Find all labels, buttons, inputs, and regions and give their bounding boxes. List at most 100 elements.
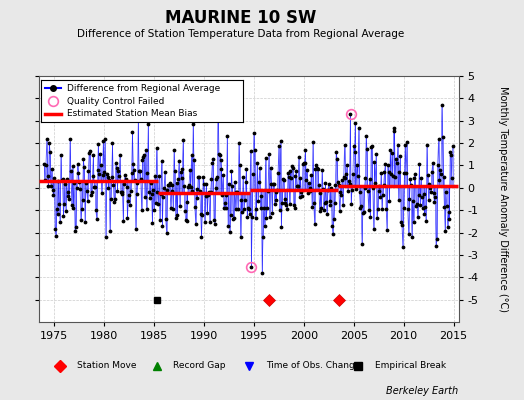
- Point: [433, 236, 441, 242]
- Point: [229, 216, 237, 222]
- Point: [127, 188, 135, 194]
- Point: [246, 148, 255, 154]
- Point: [68, 202, 76, 208]
- Point: [134, 116, 143, 123]
- Point: [121, 172, 129, 178]
- Point: [293, 183, 301, 189]
- Point: [170, 147, 178, 154]
- Point: [147, 191, 156, 198]
- Point: [150, 207, 158, 213]
- Point: [180, 183, 188, 189]
- Point: [166, 180, 174, 186]
- Text: MAURINE 10 SW: MAURINE 10 SW: [166, 9, 316, 27]
- Point: [176, 203, 184, 209]
- Point: [424, 197, 433, 204]
- Point: [135, 167, 143, 174]
- Point: [334, 179, 342, 185]
- Point: [305, 188, 314, 195]
- Point: [118, 190, 127, 197]
- Point: [314, 166, 322, 172]
- Point: [217, 166, 226, 172]
- Point: [182, 218, 191, 224]
- Point: [439, 174, 447, 180]
- Point: [213, 174, 222, 180]
- Point: [51, 225, 59, 232]
- Point: [380, 169, 389, 176]
- Point: [62, 176, 71, 182]
- Point: [367, 144, 375, 151]
- Point: [354, 172, 362, 179]
- Point: [277, 224, 286, 230]
- Point: [359, 208, 368, 215]
- Point: [325, 198, 334, 204]
- Point: [344, 187, 352, 194]
- Point: [200, 181, 208, 187]
- Point: [154, 201, 162, 208]
- Point: [219, 172, 227, 178]
- Point: [438, 102, 446, 108]
- Point: [250, 146, 259, 153]
- Point: [102, 234, 110, 240]
- Point: [58, 176, 67, 182]
- Text: Difference of Station Temperature Data from Regional Average: Difference of Station Temperature Data f…: [78, 29, 405, 39]
- Point: [196, 211, 205, 217]
- Point: [104, 184, 113, 191]
- Point: [178, 166, 187, 172]
- Point: [203, 210, 212, 217]
- Point: [331, 182, 340, 188]
- Point: [322, 199, 331, 206]
- Point: [244, 205, 252, 211]
- Point: [392, 156, 400, 162]
- Point: [422, 218, 430, 224]
- Point: [395, 169, 403, 175]
- Point: [208, 159, 216, 166]
- Point: [42, 136, 51, 142]
- Point: [133, 180, 141, 186]
- Point: [292, 168, 300, 174]
- Point: [77, 217, 85, 224]
- Point: [439, 134, 447, 140]
- Point: [379, 182, 388, 188]
- Point: [429, 160, 437, 166]
- Point: [53, 210, 62, 217]
- Point: [403, 138, 411, 145]
- Point: [198, 234, 206, 240]
- Point: [81, 219, 89, 225]
- Point: [191, 204, 199, 210]
- Point: [89, 172, 97, 179]
- Point: [415, 161, 423, 167]
- Point: [343, 162, 351, 168]
- Point: [237, 196, 246, 203]
- Point: [353, 161, 361, 168]
- Point: [276, 207, 284, 213]
- Point: [243, 214, 252, 221]
- Point: [394, 142, 402, 149]
- Point: [294, 154, 303, 160]
- Point: [146, 195, 154, 201]
- Point: [242, 179, 250, 186]
- Point: [183, 199, 192, 205]
- Point: [239, 206, 248, 212]
- Point: [108, 140, 117, 146]
- Point: [287, 174, 296, 181]
- Point: [168, 182, 177, 189]
- Point: [138, 156, 147, 163]
- Point: [193, 195, 202, 201]
- Point: [191, 220, 200, 227]
- Point: [140, 152, 148, 158]
- Point: [223, 132, 232, 139]
- Point: [385, 198, 394, 204]
- Point: [73, 161, 82, 167]
- Point: [429, 190, 438, 196]
- Point: [384, 161, 392, 168]
- Point: [356, 205, 365, 211]
- Point: [260, 223, 269, 229]
- Point: [272, 197, 280, 203]
- Point: [260, 205, 268, 211]
- Point: [418, 194, 426, 200]
- Point: [291, 172, 300, 179]
- Point: [109, 181, 117, 188]
- Point: [417, 174, 425, 181]
- Point: [74, 169, 83, 176]
- Point: [300, 160, 308, 166]
